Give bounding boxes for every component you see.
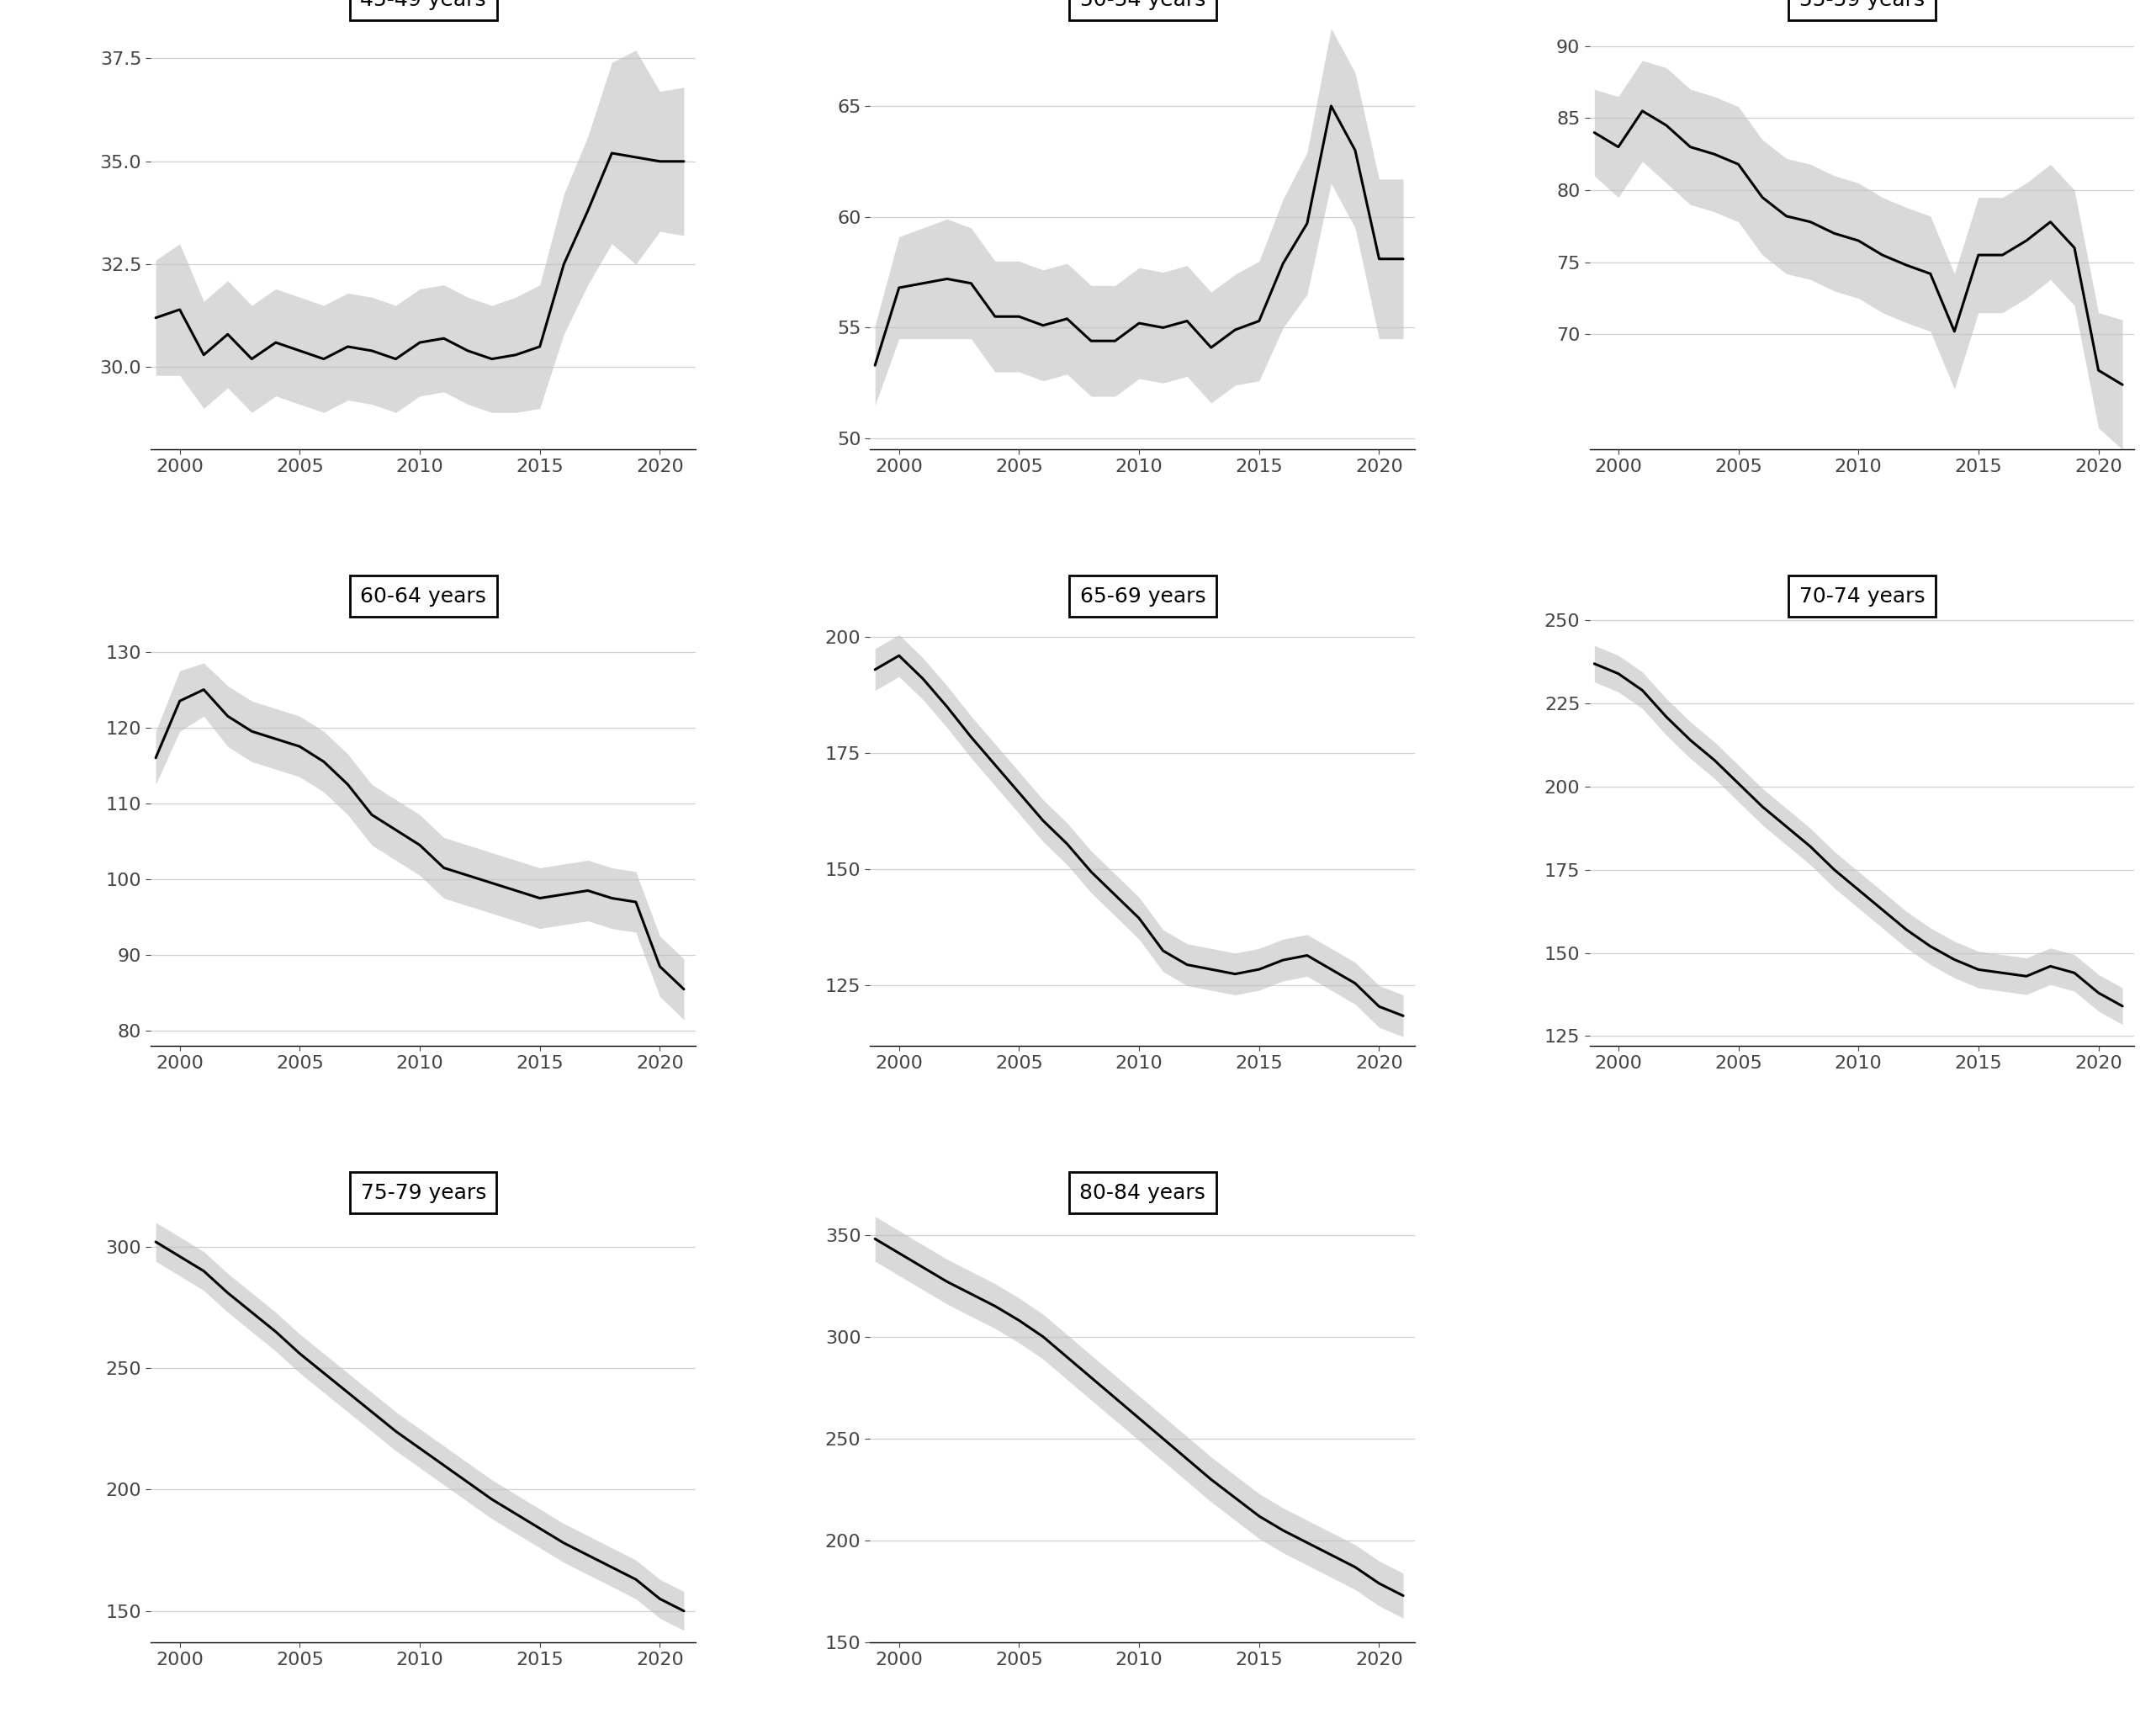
Title: 70-74 years: 70-74 years <box>1798 586 1925 607</box>
Title: 60-64 years: 60-64 years <box>360 586 487 607</box>
Title: 65-69 years: 65-69 years <box>1080 586 1205 607</box>
Title: 80-84 years: 80-84 years <box>1080 1183 1205 1203</box>
Title: 75-79 years: 75-79 years <box>360 1183 487 1203</box>
Title: 55-59 years: 55-59 years <box>1800 0 1925 10</box>
Title: 45-49 years: 45-49 years <box>360 0 487 10</box>
Title: 50-54 years: 50-54 years <box>1080 0 1205 10</box>
